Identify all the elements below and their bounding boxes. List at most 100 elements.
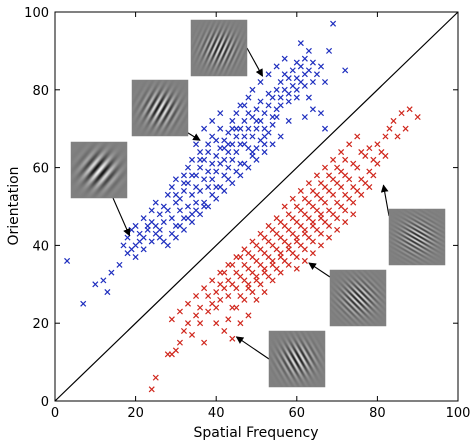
data-point	[317, 110, 325, 117]
data-point	[205, 168, 212, 175]
data-point	[176, 339, 183, 346]
data-point	[188, 331, 196, 338]
data-point	[225, 164, 232, 171]
data-point	[233, 285, 240, 292]
data-point	[313, 71, 320, 78]
data-point	[225, 316, 232, 323]
data-point	[293, 238, 300, 245]
data-point	[253, 106, 260, 113]
annotation-arrow	[235, 336, 270, 360]
data-point	[160, 219, 167, 226]
data-point	[269, 121, 276, 128]
data-point	[317, 215, 325, 222]
data-point	[382, 152, 389, 159]
data-point	[281, 203, 288, 210]
gabor-patch-frame	[329, 269, 387, 327]
data-point	[205, 149, 212, 156]
data-point	[273, 215, 280, 222]
data-point	[197, 304, 204, 311]
data-point	[253, 117, 260, 124]
data-point	[293, 94, 300, 101]
data-point	[253, 125, 260, 132]
data-point	[136, 238, 143, 245]
y-tick-label: 20	[32, 317, 49, 332]
data-point	[201, 176, 208, 183]
data-point	[358, 176, 365, 183]
data-point	[390, 117, 397, 124]
data-point	[197, 320, 204, 327]
data-point	[398, 110, 405, 117]
data-point	[209, 117, 216, 124]
data-point	[261, 269, 268, 276]
data-point	[382, 133, 389, 140]
data-point	[193, 199, 200, 206]
data-point	[184, 320, 192, 327]
data-point	[152, 230, 159, 237]
data-point	[172, 176, 179, 183]
annotation-arrow	[112, 197, 131, 237]
data-point	[233, 168, 240, 175]
data-point	[148, 386, 155, 393]
data-point	[237, 292, 244, 299]
data-point	[261, 110, 268, 117]
data-point	[205, 184, 212, 191]
x-tick-label: 0	[51, 406, 59, 421]
data-point	[334, 199, 341, 206]
data-point	[245, 94, 252, 101]
x-axis-label: Spatial Frequency	[194, 425, 319, 441]
data-point	[277, 94, 284, 101]
data-point	[201, 285, 208, 292]
data-point	[217, 184, 224, 191]
data-point	[221, 327, 228, 335]
data-point	[249, 133, 256, 140]
data-point	[285, 75, 292, 82]
data-point	[172, 191, 179, 198]
x-tick-label: 60	[289, 406, 306, 421]
data-point	[309, 78, 316, 86]
data-point	[285, 246, 292, 253]
data-point	[273, 114, 280, 121]
data-point	[277, 133, 284, 140]
data-point	[205, 292, 212, 299]
gabor-patch-image	[191, 20, 247, 76]
data-point	[217, 125, 224, 132]
data-point	[374, 160, 381, 167]
data-point	[321, 199, 329, 206]
data-point	[184, 215, 192, 222]
y-tick-label: 0	[41, 395, 49, 410]
data-point	[330, 191, 337, 198]
data-point	[350, 211, 357, 218]
data-point	[317, 242, 325, 249]
y-tick-label: 40	[32, 239, 49, 254]
data-point	[172, 347, 179, 354]
data-point	[92, 281, 99, 288]
data-point	[342, 156, 349, 163]
data-point	[148, 238, 155, 245]
data-point	[197, 164, 204, 171]
data-point	[180, 327, 187, 335]
x-tick-label: 100	[446, 406, 471, 421]
data-point	[245, 312, 252, 319]
data-point	[193, 141, 200, 148]
data-point	[233, 110, 240, 117]
x-tick-label: 40	[208, 406, 225, 421]
data-point	[277, 102, 284, 109]
data-point	[209, 191, 216, 198]
data-point	[100, 277, 107, 284]
data-point	[184, 203, 192, 210]
data-point	[233, 125, 240, 132]
data-point	[394, 133, 401, 140]
gabor-patch-frame	[70, 141, 128, 199]
annotation-arrow	[308, 262, 331, 278]
data-point	[293, 265, 300, 272]
data-point	[237, 320, 244, 327]
data-point	[164, 207, 171, 214]
data-point	[164, 191, 171, 198]
data-point	[257, 98, 264, 105]
data-point	[342, 67, 349, 74]
data-point	[253, 296, 260, 303]
data-point	[261, 289, 268, 296]
gabor-patch-image	[330, 270, 386, 326]
data-point	[277, 78, 284, 86]
